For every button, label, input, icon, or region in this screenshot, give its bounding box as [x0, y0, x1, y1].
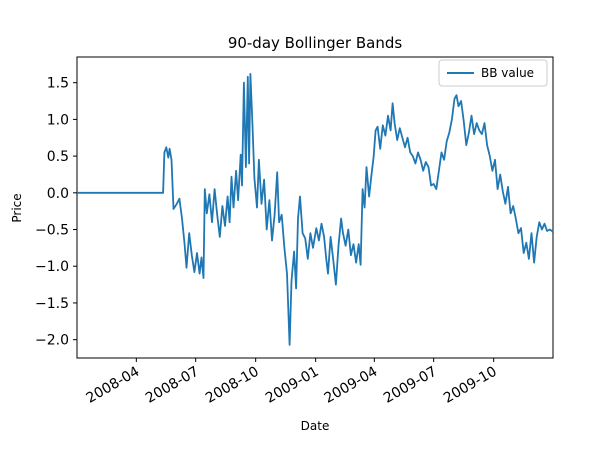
y-tick-label: −1.5: [35, 296, 69, 312]
y-tick-label: 1.5: [47, 76, 69, 92]
legend: BB value: [438, 59, 548, 87]
y-axis: 1.5 1.0 0.5 0.0 −0.5 −1.0 −1.5 −2.0: [35, 76, 77, 349]
y-tick-label: −2.0: [35, 333, 69, 349]
y-axis-label: Price: [10, 193, 24, 222]
y-tick-label: 1.0: [47, 112, 69, 128]
y-tick-label: 0.0: [47, 186, 69, 202]
chart-title: 90-day Bollinger Bands: [228, 34, 403, 52]
axes-frame: [76, 56, 554, 359]
legend-box: [438, 59, 548, 87]
series-line-bb-value: [77, 73, 554, 346]
y-tick-label: −0.5: [35, 223, 69, 239]
x-axis-label: Date: [301, 419, 330, 433]
y-tick-label: 0.5: [47, 149, 69, 165]
y-tick-label: −1.0: [35, 259, 69, 275]
legend-label-bb-value: BB value: [481, 66, 534, 80]
